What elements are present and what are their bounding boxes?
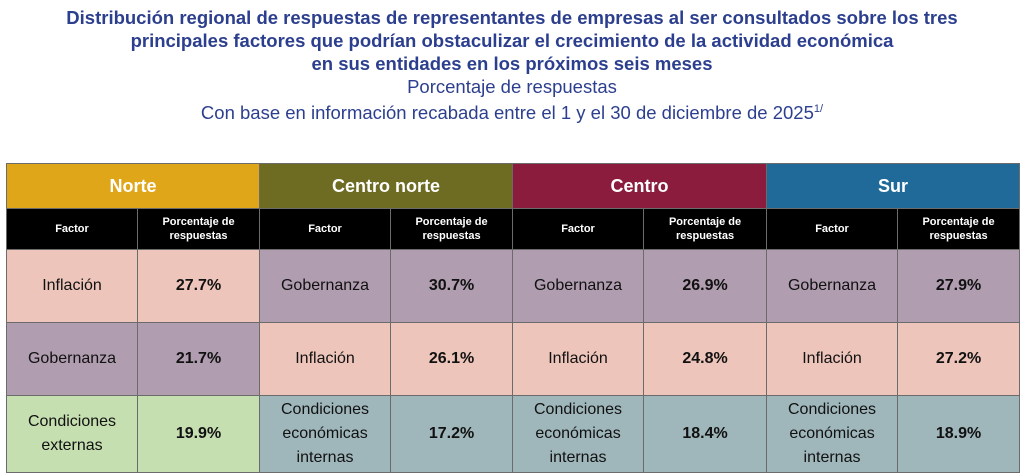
footnote-marker: 1/: [813, 103, 824, 115]
pct-cell: 18.4%: [643, 395, 768, 473]
factor-column-header: Factor: [512, 208, 645, 250]
subtitle: Porcentaje de respuestas: [407, 76, 617, 97]
pct-cell: 26.9%: [643, 249, 768, 323]
base-note: Con base en información recabada entre e…: [0, 98, 1024, 124]
pct-column-header: Porcentaje de respuestas: [643, 208, 768, 250]
region-header: Norte: [5, 163, 261, 209]
pct-cell: 26.1%: [390, 322, 514, 396]
factor-column-header: Factor: [6, 208, 138, 250]
pct-column-header: Porcentaje de respuestas: [136, 208, 261, 250]
factor-cell: Gobernanza: [6, 322, 138, 396]
factor-cell: Condiciones externas: [6, 395, 138, 473]
pct-column-header: Porcentaje de respuestas: [390, 208, 514, 250]
pct-column-header: Porcentaje de respuestas: [897, 208, 1021, 250]
base-text: Con base en información recabada entre e…: [200, 102, 814, 124]
factor-column-header: Factor: [766, 208, 899, 250]
pct-cell: 30.7%: [390, 249, 514, 323]
factor-cell: Condiciones económicas internas: [259, 395, 392, 473]
title-block: Distribución regional de respuestas de r…: [0, 6, 1024, 124]
factor-cell: Condiciones económicas internas: [512, 395, 645, 473]
title-line-2: principales factores que podrían obstacu…: [130, 30, 894, 51]
pct-cell: 19.9%: [136, 395, 261, 473]
pct-cell: 24.8%: [643, 322, 768, 396]
pct-cell: 21.7%: [136, 322, 261, 396]
table-row: Condiciones externas 19.9% Condiciones eco…: [6, 395, 1021, 473]
factor-cell: Gobernanza: [766, 249, 899, 323]
title-line-1: Distribución regional de respuestas de r…: [66, 7, 958, 28]
pct-cell: 27.2%: [897, 322, 1021, 396]
factor-cell: Inflación: [259, 322, 392, 396]
region-header: Sur: [766, 163, 1021, 209]
factor-cell: Inflación: [766, 322, 899, 396]
table-row: Gobernanza 21.7% Inflación 26.1% Inflación 24…: [6, 322, 1021, 396]
pct-cell: 27.7%: [136, 249, 261, 323]
pct-cell: 17.2%: [390, 395, 514, 473]
factor-cell: Inflación: [512, 322, 645, 396]
factor-cell: Condiciones económicas internas: [766, 395, 899, 473]
title-line-3: en sus entidades en los próximos seis me…: [311, 53, 713, 74]
factor-cell: Gobernanza: [259, 249, 392, 323]
region-header: Centro norte: [259, 163, 514, 209]
region-header: Centro: [512, 163, 768, 209]
factor-column-header: Factor: [259, 208, 392, 250]
pct-cell: 18.9%: [897, 395, 1021, 473]
factor-cell: Inflación: [6, 249, 138, 323]
factor-cell: Gobernanza: [512, 249, 645, 323]
regional-factors-table: Norte Centro norte Centro Sur Factor Porcenta…: [5, 163, 1021, 473]
table-row: Inflación 27.7% Gobernanza 30.7% Gobernanza 2…: [6, 249, 1021, 323]
pct-cell: 27.9%: [897, 249, 1021, 323]
